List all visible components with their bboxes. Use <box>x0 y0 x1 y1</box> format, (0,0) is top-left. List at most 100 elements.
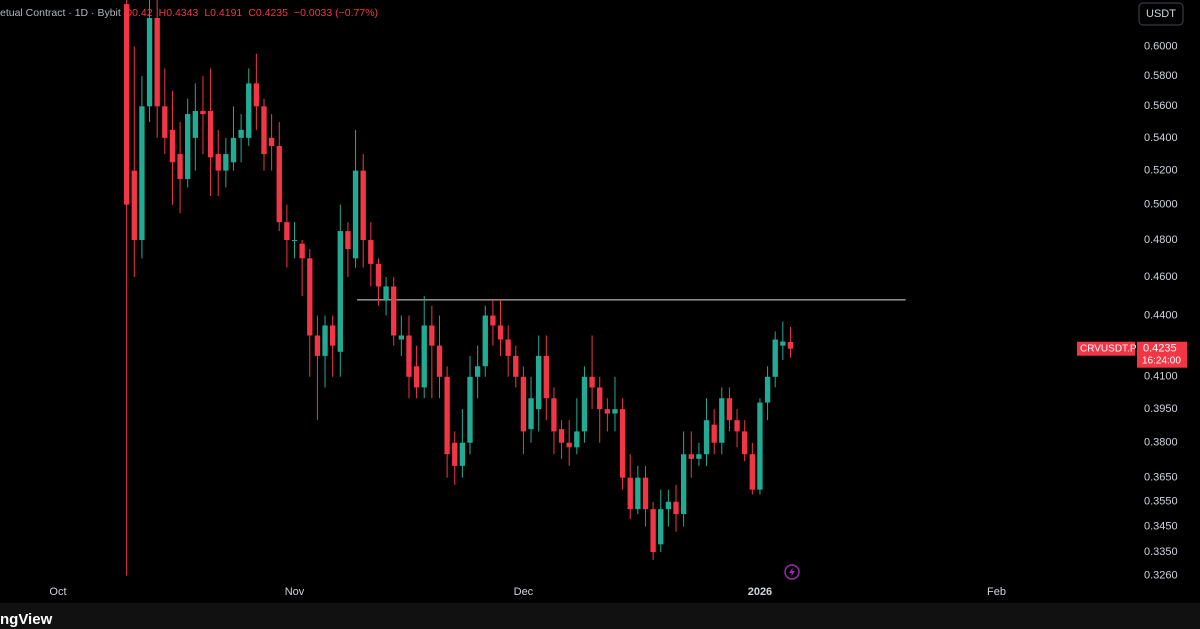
candle-body <box>536 355 542 410</box>
candle-body <box>581 376 588 432</box>
candle-body <box>185 114 191 179</box>
y-tick-label: 0.6000 <box>1144 40 1178 52</box>
candle-body <box>429 325 435 346</box>
candle-body <box>520 376 527 432</box>
candle-body <box>658 509 664 545</box>
x-tick-label: Nov <box>285 586 305 598</box>
candle-body <box>253 83 260 107</box>
candle-body <box>635 477 641 510</box>
y-tick-label: 0.5000 <box>1144 199 1178 211</box>
candle-body <box>551 398 557 432</box>
candle-body <box>284 222 290 241</box>
y-tick-label: 0.3450 <box>1144 520 1178 532</box>
y-tick-label: 0.5600 <box>1144 100 1178 112</box>
candle-body <box>383 286 389 300</box>
candle-body <box>238 129 244 138</box>
candle-body <box>276 145 282 223</box>
candle-body <box>558 429 565 443</box>
candle-body <box>711 424 717 443</box>
symbol-label: CRVUSDT.P <box>1080 343 1137 354</box>
candle-body <box>597 387 603 410</box>
candle-body <box>734 420 740 432</box>
y-tick-label: 0.5400 <box>1144 132 1178 144</box>
y-tick-label: 0.4400 <box>1144 309 1178 321</box>
x-tick-label: 2026 <box>748 586 772 598</box>
candle-body <box>215 154 221 171</box>
candle-body <box>268 137 275 146</box>
candle-body <box>131 170 137 241</box>
y-tick-label: 0.3800 <box>1144 437 1178 449</box>
y-tick-label: 0.3350 <box>1144 546 1178 558</box>
candle-body <box>322 325 328 356</box>
y-tick-label: 0.5800 <box>1144 70 1178 82</box>
candle-body <box>329 325 336 346</box>
y-tick-label: 0.3550 <box>1144 496 1178 508</box>
last-price: 0.4235 <box>1143 343 1177 355</box>
bottom-bar <box>0 603 1200 629</box>
currency-button[interactable] <box>1138 2 1184 26</box>
candle-body <box>162 106 168 138</box>
candle-body <box>574 431 580 448</box>
candle-body <box>528 398 534 430</box>
candle-body <box>291 240 298 242</box>
candle-body <box>406 335 412 377</box>
candle-body <box>192 110 198 138</box>
candle-body <box>207 110 214 158</box>
currency-label[interactable]: USDT <box>1146 8 1176 20</box>
candle-body <box>787 341 794 349</box>
candle-body <box>200 110 206 115</box>
candle-body <box>513 355 519 377</box>
ohlc-value: H0.4343 <box>159 7 199 19</box>
candle-body <box>703 420 710 455</box>
ohlc-value: C0.4235 <box>248 7 288 19</box>
price-tag <box>1137 341 1187 368</box>
lightning-icon[interactable] <box>784 564 800 580</box>
candle-body <box>352 170 359 259</box>
candle-body <box>230 137 237 163</box>
candle-body <box>154 18 160 107</box>
candle-body <box>246 83 252 138</box>
x-tick-label: Feb <box>987 586 1006 598</box>
candle-body <box>123 4 130 205</box>
candle-body <box>467 376 473 443</box>
candle-body <box>780 341 786 346</box>
candle-body <box>307 258 313 336</box>
ohlc-value: O0.42 <box>124 7 153 19</box>
countdown: 16:24:00 <box>1142 355 1181 366</box>
candle-body <box>673 501 679 515</box>
candle-body <box>146 18 153 107</box>
candle-body <box>177 154 183 179</box>
candle-body <box>627 477 633 510</box>
candle-body <box>650 509 656 553</box>
symbol-tag <box>1077 341 1135 356</box>
candle-body <box>337 231 343 352</box>
candle-body <box>345 231 351 250</box>
candle-body <box>436 345 443 377</box>
x-tick-label: Oct <box>49 586 66 598</box>
candle-body <box>398 335 405 340</box>
y-tick-label: 0.3950 <box>1144 403 1178 415</box>
candle-body <box>375 263 382 287</box>
candle-body <box>612 409 618 414</box>
candle-body <box>726 398 733 421</box>
candle-body <box>169 129 176 163</box>
candle-body <box>642 477 649 510</box>
candle-body <box>299 243 305 259</box>
candle-body <box>749 454 755 490</box>
candle-body <box>444 376 450 455</box>
candle-body <box>680 454 687 515</box>
candle-body <box>459 442 466 466</box>
candle-body <box>391 286 397 336</box>
candle-body <box>497 325 504 340</box>
candle-body <box>543 355 549 399</box>
candle-body <box>589 376 595 388</box>
candle-body <box>757 402 763 490</box>
candle-body <box>665 501 672 510</box>
symbol-info: etual Contract · 1D · Bybit <box>0 7 121 19</box>
candle-body <box>421 325 427 388</box>
watermark: ngView <box>0 611 53 628</box>
x-tick-label: Dec <box>514 586 534 598</box>
candle-body <box>482 315 488 367</box>
